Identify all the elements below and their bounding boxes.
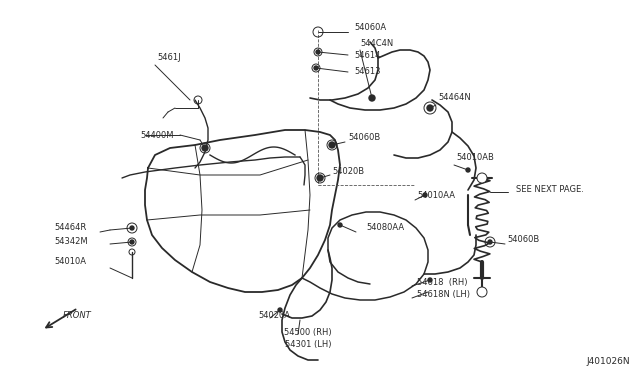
- Text: 54464N: 54464N: [438, 93, 471, 103]
- Circle shape: [338, 223, 342, 227]
- Circle shape: [369, 95, 375, 101]
- Circle shape: [477, 287, 487, 297]
- Text: 5461J: 5461J: [157, 54, 180, 62]
- Text: 54301 (LH): 54301 (LH): [285, 340, 332, 349]
- Text: 54618  (RH): 54618 (RH): [417, 278, 467, 286]
- Circle shape: [314, 66, 318, 70]
- Circle shape: [428, 278, 432, 282]
- Circle shape: [130, 240, 134, 244]
- Text: 54464R: 54464R: [54, 224, 86, 232]
- Text: 54342M: 54342M: [54, 237, 88, 247]
- Circle shape: [466, 168, 470, 172]
- Text: 54060B: 54060B: [348, 134, 380, 142]
- Circle shape: [202, 145, 208, 151]
- Circle shape: [278, 308, 282, 312]
- Text: 54010AB: 54010AB: [456, 154, 494, 163]
- Text: 54060B: 54060B: [507, 235, 540, 244]
- Text: 544C4N: 544C4N: [360, 38, 393, 48]
- Text: J401026N: J401026N: [586, 357, 630, 366]
- Circle shape: [488, 240, 492, 244]
- Text: 54614: 54614: [354, 51, 380, 60]
- Text: 54613: 54613: [354, 67, 381, 77]
- Circle shape: [329, 142, 335, 148]
- Circle shape: [427, 105, 433, 111]
- Text: 54020B: 54020B: [332, 167, 364, 176]
- Circle shape: [477, 173, 487, 183]
- Text: 54618N (LH): 54618N (LH): [417, 291, 470, 299]
- Text: FRONT: FRONT: [63, 311, 92, 320]
- Text: 54080AA: 54080AA: [366, 224, 404, 232]
- Text: 54060A: 54060A: [354, 23, 386, 32]
- Text: 54010AA: 54010AA: [417, 192, 455, 201]
- Circle shape: [317, 175, 323, 181]
- Text: 54400M: 54400M: [140, 131, 173, 140]
- Circle shape: [423, 193, 427, 197]
- Text: SEE NEXT PAGE.: SEE NEXT PAGE.: [516, 186, 584, 195]
- Text: 54010A: 54010A: [54, 257, 86, 266]
- Text: 54020A: 54020A: [258, 311, 290, 321]
- Text: 54500 (RH): 54500 (RH): [284, 327, 332, 337]
- Circle shape: [130, 226, 134, 230]
- Circle shape: [316, 50, 320, 54]
